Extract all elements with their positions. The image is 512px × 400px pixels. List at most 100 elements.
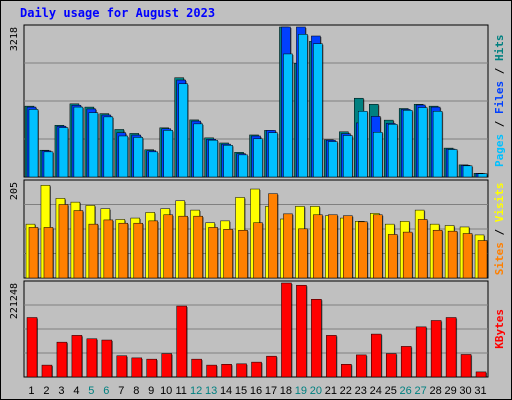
y-axis-max-label: 221248 xyxy=(9,283,20,319)
bar-kbytes xyxy=(430,320,442,378)
bar-pages xyxy=(253,138,263,178)
chart-title: Daily usage for August 2023 xyxy=(20,6,216,20)
legend-sites: Sites xyxy=(493,242,506,275)
bar-kbytes xyxy=(176,305,187,378)
x-tick-label: 10 xyxy=(160,385,172,397)
bar-pages xyxy=(43,151,54,178)
bar-kbytes xyxy=(445,317,457,378)
x-tick-label: 23 xyxy=(355,385,367,397)
bar-pages xyxy=(133,137,144,178)
x-tick-label: 11 xyxy=(175,385,186,397)
bar-pages xyxy=(73,106,84,178)
bar-kbytes xyxy=(326,335,337,378)
bar-kbytes xyxy=(131,357,143,378)
bar-sites xyxy=(208,227,218,279)
bar-pages xyxy=(88,112,99,178)
x-tick-label: 9 xyxy=(148,385,154,397)
bar-kbytes xyxy=(356,354,367,378)
bar-sites xyxy=(238,229,248,279)
x-tick-label: 22 xyxy=(340,385,352,397)
bar-kbytes xyxy=(385,353,397,378)
bar-sites xyxy=(43,227,54,279)
bar-sites xyxy=(178,215,188,279)
bar-kbytes xyxy=(116,355,128,378)
bar-sites xyxy=(193,215,203,279)
bar-sites xyxy=(118,222,129,279)
bar-kbytes xyxy=(41,364,53,378)
x-tick-label: 26 xyxy=(400,385,412,397)
bar-sites xyxy=(328,214,338,279)
bar-pages xyxy=(283,53,293,178)
bar-pages xyxy=(358,111,368,178)
bar-pages xyxy=(268,132,278,178)
bar-kbytes xyxy=(161,353,172,378)
legend-files: Files xyxy=(493,81,506,114)
bar-kbytes xyxy=(191,358,202,378)
bar-sites xyxy=(447,230,458,279)
x-tick-label: 30 xyxy=(459,385,471,397)
x-tick-label: 18 xyxy=(280,385,292,397)
bar-pages xyxy=(447,149,458,178)
x-tick-label: 21 xyxy=(325,385,337,397)
x-tick-label: 13 xyxy=(205,385,217,397)
bar-pages xyxy=(328,141,338,178)
bar-kbytes xyxy=(146,358,157,378)
x-tick-label: 1 xyxy=(28,385,34,397)
bar-pages xyxy=(58,127,69,178)
legend-kbytes: KBytes xyxy=(493,309,506,349)
bar-sites xyxy=(268,193,278,279)
bar-kbytes xyxy=(311,299,322,378)
bar-pages xyxy=(163,130,173,178)
bar-kbytes xyxy=(266,355,277,378)
bar-kbytes xyxy=(341,364,352,378)
x-tick-label: 16 xyxy=(250,385,262,397)
bar-sites xyxy=(88,223,99,279)
bar-kbytes xyxy=(281,282,292,378)
bar-sites xyxy=(343,215,353,279)
bar-kbytes xyxy=(296,284,307,378)
bar-sites xyxy=(103,219,114,279)
bar-pages xyxy=(208,139,218,178)
x-tick-label: 12 xyxy=(190,385,202,397)
legend-separator: / xyxy=(493,61,506,81)
bar-kbytes xyxy=(26,317,38,378)
bar-sites xyxy=(28,227,39,279)
legend-pages: Pages xyxy=(493,134,506,167)
x-tick-label: 3 xyxy=(58,385,64,397)
bar-kbytes xyxy=(56,341,68,378)
bar-sites xyxy=(313,214,323,279)
y-axis-max-label: 3218 xyxy=(9,27,20,51)
x-tick-label: 14 xyxy=(220,385,232,397)
bar-sites xyxy=(73,210,84,279)
bar-pages xyxy=(402,110,413,178)
bar-sites xyxy=(223,229,233,279)
bar-pages xyxy=(238,154,248,178)
x-tick-label: 5 xyxy=(88,385,94,397)
legend-separator: / xyxy=(493,114,506,134)
y-axis-max-label: 205 xyxy=(9,182,20,200)
x-tick-label: 17 xyxy=(265,385,277,397)
bar-kbytes xyxy=(400,346,412,378)
bar-sites xyxy=(298,228,308,279)
legend-middle: Sites / Visits xyxy=(493,182,506,275)
bar-kbytes xyxy=(475,371,487,378)
x-tick-label: 24 xyxy=(370,385,382,397)
bar-sites xyxy=(133,222,144,279)
x-tick-label: 6 xyxy=(103,385,109,397)
bar-kbytes xyxy=(460,354,472,378)
x-tick-label: 4 xyxy=(73,385,79,397)
bar-pages xyxy=(28,109,39,178)
legend-top: Pages / Files / Hits xyxy=(493,35,506,168)
bar-pages xyxy=(462,165,473,178)
bar-sites xyxy=(163,214,173,279)
bar-pages xyxy=(193,123,203,178)
bar-kbytes xyxy=(236,363,247,378)
x-tick-label: 19 xyxy=(295,385,307,397)
x-tick-label: 28 xyxy=(429,385,441,397)
bar-pages xyxy=(178,83,188,178)
bar-pages xyxy=(103,116,114,178)
bar-kbytes xyxy=(86,338,98,378)
x-tick-label: 8 xyxy=(133,385,139,397)
x-tick-label: 31 xyxy=(474,385,486,397)
x-tick-label: 20 xyxy=(310,385,322,397)
